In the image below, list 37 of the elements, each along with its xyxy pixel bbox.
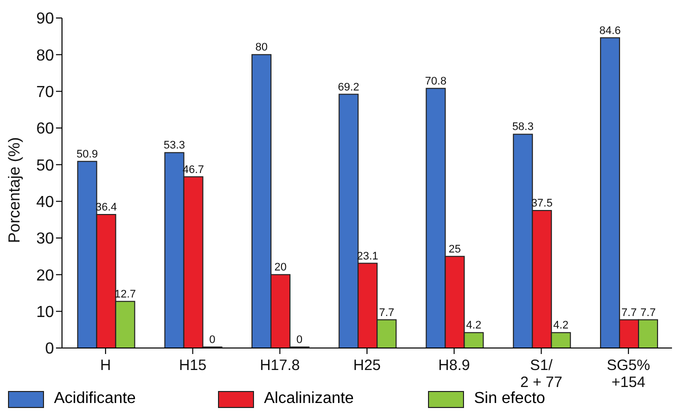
data-label: 7.7 [621, 306, 637, 319]
data-label: 80 [255, 42, 268, 54]
y-tick-label: 90 [36, 10, 54, 28]
x-tick-label: H25 [353, 357, 381, 374]
y-tick-label: 20 [36, 267, 54, 284]
x-tick-label: H15 [178, 357, 206, 374]
data-label: 70.8 [425, 75, 446, 88]
data-label: 4.2 [553, 320, 569, 332]
data-label: 7.7 [378, 306, 394, 319]
legend-label: Sin efecto [474, 390, 546, 408]
y-tick-label: 50 [36, 157, 54, 174]
data-label: 53.3 [164, 140, 186, 152]
data-label: 7.7 [640, 306, 656, 319]
x-tick-label: SG5% +154 [606, 357, 650, 391]
x-tick-label: H17.8 [260, 357, 300, 374]
data-label: 0 [209, 334, 216, 346]
data-label: 0 [296, 334, 303, 346]
legend-label: Acidificante [54, 390, 136, 408]
data-label: 58.3 [512, 121, 534, 134]
data-label: 84.6 [599, 24, 621, 37]
y-tick-label: 70 [36, 84, 54, 102]
y-tick-label: 10 [36, 304, 54, 322]
legend-label: Alcalinizante [264, 390, 354, 408]
data-label: 50.9 [76, 148, 98, 160]
y-tick-label: 30 [36, 230, 54, 248]
data-label: 25 [448, 243, 461, 256]
y-tick-label: 80 [36, 47, 54, 64]
x-tick-label: S1/ 2 + 77 [520, 357, 562, 391]
y-axis-title: Porcentaje (%) [6, 137, 24, 243]
y-tick-label: 40 [36, 194, 54, 212]
y-tick-label: 60 [36, 120, 54, 138]
data-label: 20 [274, 262, 287, 274]
data-label: 4.2 [466, 320, 482, 332]
x-tick-label: H [100, 357, 111, 374]
y-tick-label: 0 [45, 340, 54, 358]
data-label: 69.2 [338, 81, 360, 94]
x-tick-label: H8.9 [438, 357, 470, 374]
